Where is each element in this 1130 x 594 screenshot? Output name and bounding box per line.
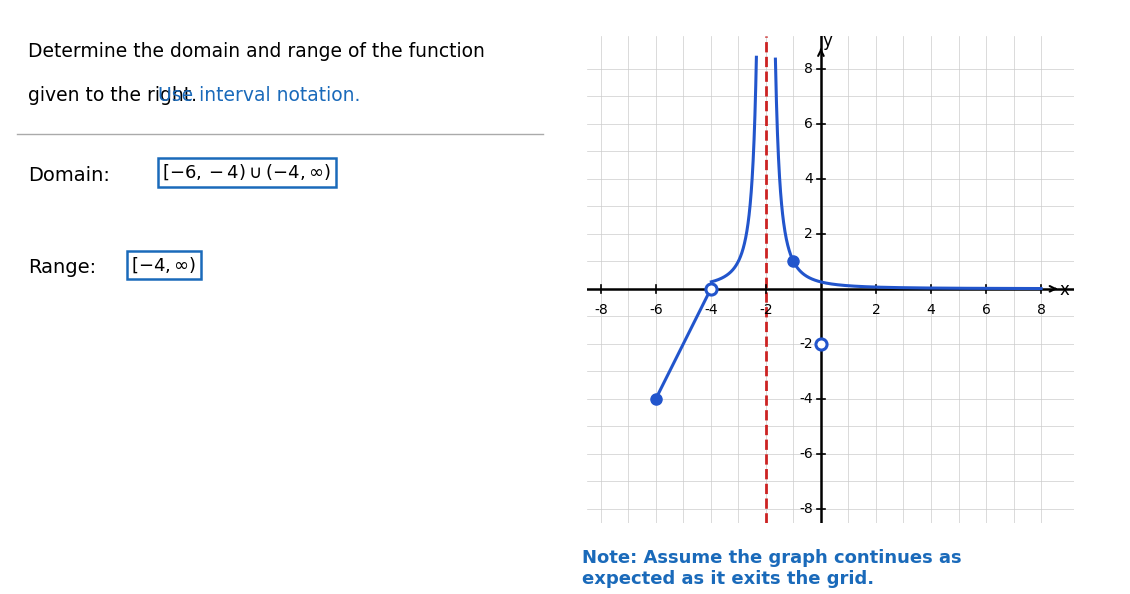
Text: Use interval notation.: Use interval notation. bbox=[158, 86, 360, 105]
Text: -4: -4 bbox=[799, 392, 812, 406]
Text: -2: -2 bbox=[799, 337, 812, 351]
Text: -8: -8 bbox=[594, 302, 608, 317]
Text: -8: -8 bbox=[799, 502, 812, 516]
Text: $[-6,-4)\cup(-4,\infty)$: $[-6,-4)\cup(-4,\infty)$ bbox=[163, 163, 331, 182]
Text: -4: -4 bbox=[704, 302, 718, 317]
Text: Note: Assume the graph continues as
expected as it exits the grid.: Note: Assume the graph continues as expe… bbox=[582, 549, 962, 588]
Text: Determine the domain and range of the function: Determine the domain and range of the fu… bbox=[28, 42, 485, 61]
Text: -6: -6 bbox=[649, 302, 662, 317]
Text: 4: 4 bbox=[927, 302, 936, 317]
Text: Range:: Range: bbox=[28, 258, 96, 277]
Text: 6: 6 bbox=[982, 302, 991, 317]
Text: y: y bbox=[823, 32, 833, 50]
Text: given to the right.: given to the right. bbox=[28, 86, 203, 105]
Text: 8: 8 bbox=[1036, 302, 1045, 317]
Text: -2: -2 bbox=[759, 302, 773, 317]
Text: $[-4,\infty)$: $[-4,\infty)$ bbox=[131, 255, 197, 275]
Text: 4: 4 bbox=[803, 172, 812, 186]
Text: 2: 2 bbox=[871, 302, 880, 317]
Text: x: x bbox=[1060, 281, 1069, 299]
Text: Domain:: Domain: bbox=[28, 166, 110, 185]
Text: 6: 6 bbox=[803, 116, 812, 131]
Text: 8: 8 bbox=[803, 62, 812, 75]
Text: -6: -6 bbox=[799, 447, 812, 461]
Text: 2: 2 bbox=[803, 227, 812, 241]
